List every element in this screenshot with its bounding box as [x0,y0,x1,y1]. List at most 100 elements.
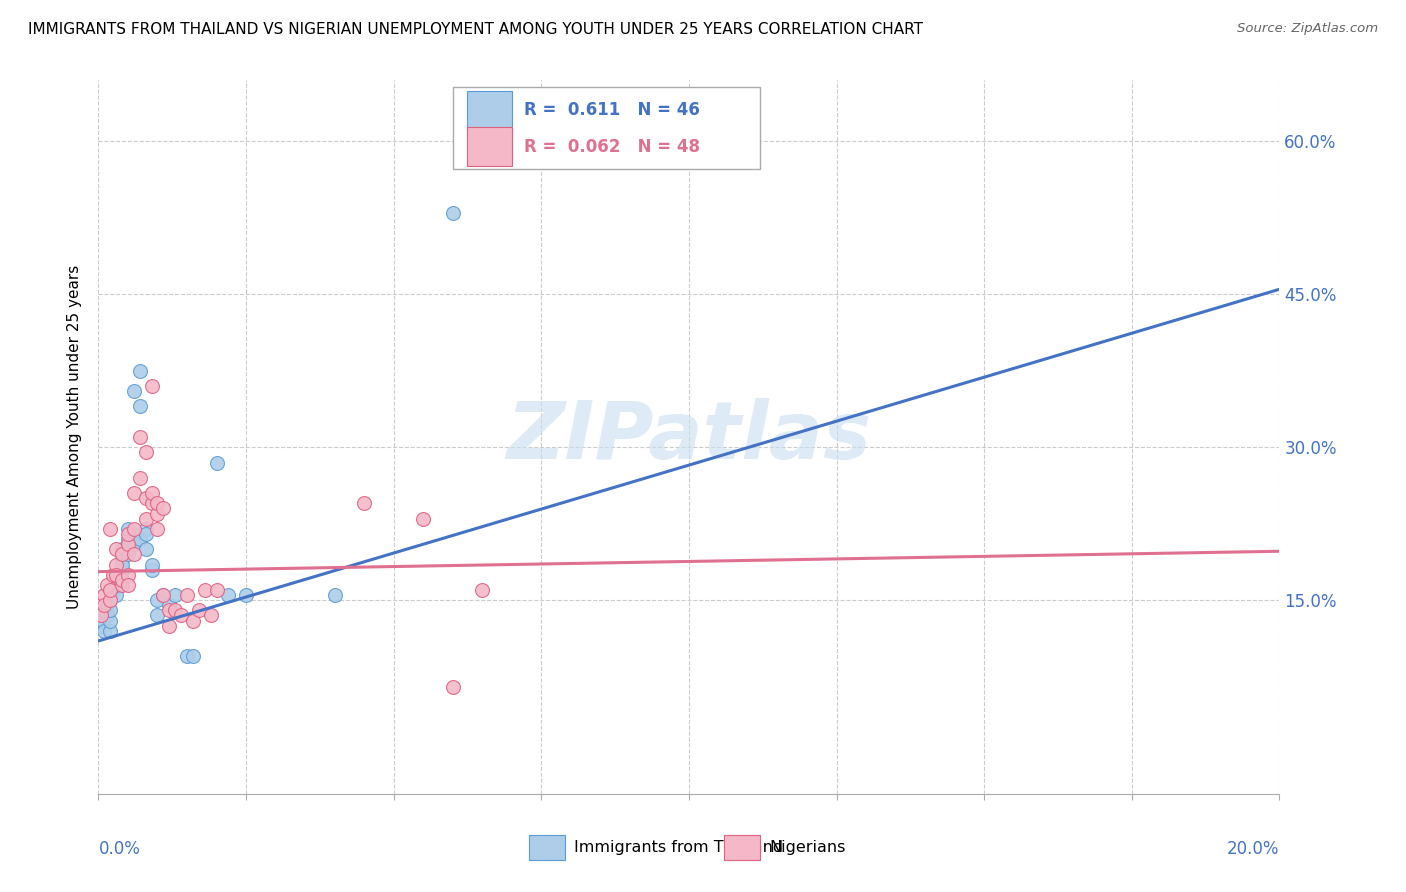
Point [194,582,217,597]
Point [93,603,115,617]
Point [441,206,464,220]
Point [117,542,139,557]
Point [146,608,169,623]
Point [117,532,139,546]
Point [111,578,134,592]
Point [117,567,139,582]
Point [200,608,222,623]
Point [122,486,145,500]
Point [146,593,169,607]
Point [128,471,150,485]
Text: 20.0%: 20.0% [1227,840,1279,858]
Point [108,567,131,582]
Point [103,582,125,597]
Point [176,588,198,602]
Point [105,578,128,592]
Text: ZIPatlas: ZIPatlas [506,398,872,476]
Text: R =  0.611   N = 46: R = 0.611 N = 46 [523,102,699,120]
Point [205,456,228,470]
FancyBboxPatch shape [467,127,512,166]
Text: IMMIGRANTS FROM THAILAND VS NIGERIAN UNEMPLOYMENT AMONG YOUTH UNDER 25 YEARS COR: IMMIGRANTS FROM THAILAND VS NIGERIAN UNE… [28,22,924,37]
Point [141,486,163,500]
Point [105,588,128,602]
Point [135,527,157,541]
Point [128,364,150,378]
Point [128,532,150,546]
Point [98,624,121,638]
Point [146,496,169,510]
Point [105,573,128,587]
Point [98,593,121,607]
FancyBboxPatch shape [467,91,512,130]
Point [135,542,157,557]
Point [122,522,145,536]
Point [152,588,174,602]
Point [105,567,128,582]
Point [122,537,145,551]
Text: 0.0%: 0.0% [98,840,141,858]
Point [141,563,163,577]
Point [187,603,209,617]
Point [98,582,121,597]
Point [135,445,157,459]
Point [141,496,163,510]
FancyBboxPatch shape [724,835,759,860]
Point [135,511,157,525]
Point [217,588,239,602]
Point [122,384,145,399]
Point [135,491,157,506]
Point [122,547,145,561]
Point [111,558,134,572]
FancyBboxPatch shape [530,835,565,860]
Point [165,588,187,602]
Text: R =  0.062   N = 48: R = 0.062 N = 48 [523,137,700,155]
Point [111,552,134,566]
Point [96,599,118,613]
Point [117,547,139,561]
Point [98,603,121,617]
Point [170,608,193,623]
Point [176,649,198,664]
Point [96,608,118,623]
FancyBboxPatch shape [453,87,759,169]
Point [323,588,346,602]
Point [205,582,228,597]
Point [128,400,150,414]
Point [235,588,257,602]
Point [146,522,169,536]
Point [441,680,464,694]
Point [157,603,180,617]
Text: Source: ZipAtlas.com: Source: ZipAtlas.com [1237,22,1378,36]
Point [93,624,115,638]
Text: Nigerians: Nigerians [769,840,845,855]
Y-axis label: Unemployment Among Youth under 25 years: Unemployment Among Youth under 25 years [67,265,83,609]
Point [117,522,139,536]
Point [152,501,174,516]
Point [98,593,121,607]
Point [111,542,134,557]
Point [181,614,204,628]
Point [93,588,115,602]
Point [105,558,128,572]
Point [90,608,112,623]
Point [353,496,375,510]
Point [93,599,115,613]
Point [103,567,125,582]
Point [157,618,180,632]
Point [135,522,157,536]
Point [157,599,180,613]
Point [146,507,169,521]
Point [90,618,112,632]
Point [412,511,434,525]
Point [128,430,150,444]
Point [165,603,187,617]
Point [181,649,204,664]
Point [152,588,174,602]
Point [105,542,128,557]
Point [117,578,139,592]
Point [98,614,121,628]
Point [117,537,139,551]
Point [91,614,114,628]
Point [111,563,134,577]
Point [111,547,134,561]
